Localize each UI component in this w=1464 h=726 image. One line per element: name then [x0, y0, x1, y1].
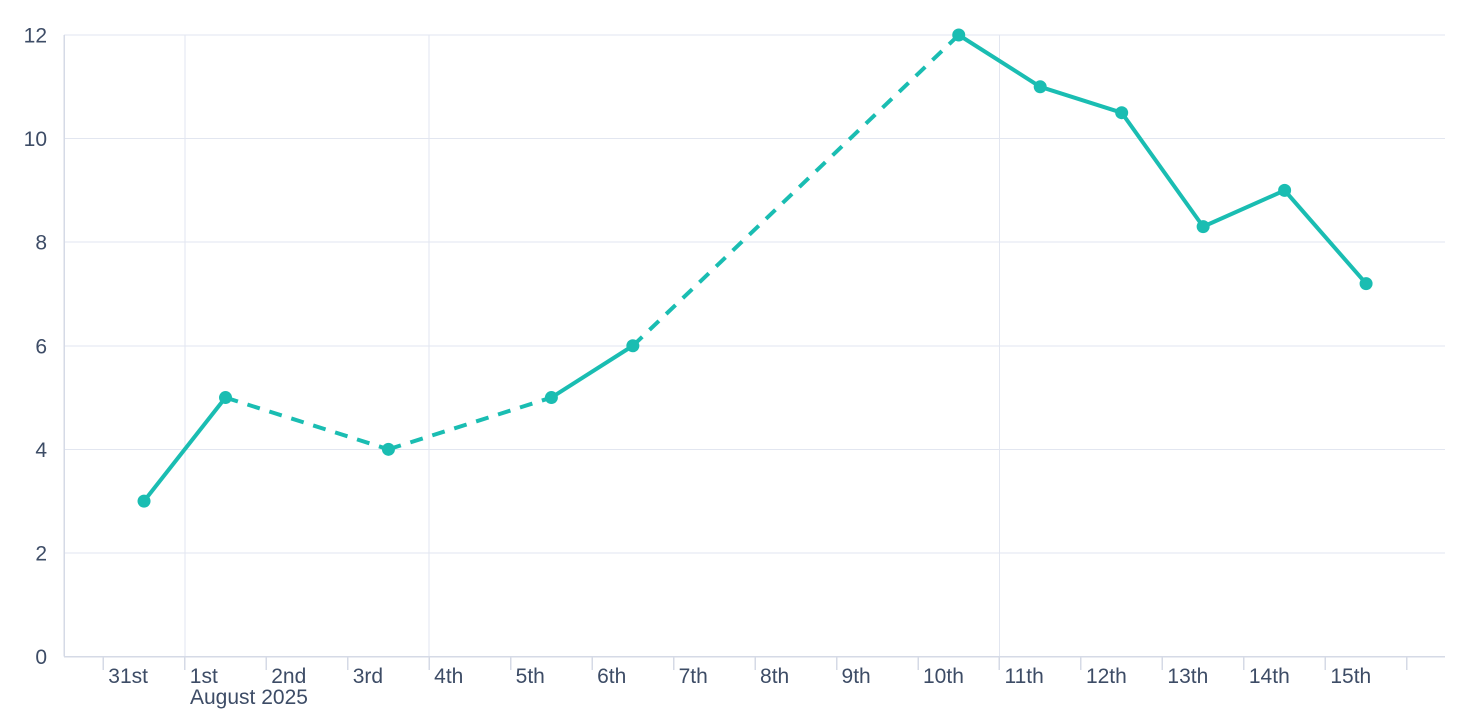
x-tick-label: 3rd [353, 665, 383, 688]
x-tick-label: 15th [1330, 665, 1371, 688]
x-tick-label: 9th [842, 665, 871, 688]
x-tick-label: 7th [679, 665, 708, 688]
x-tick-label: 11th [1004, 665, 1043, 688]
x-tick-label: 8th [760, 665, 789, 688]
series-segment [142, 396, 228, 503]
x-tick-label: 12th [1086, 665, 1127, 688]
x-tick-label: 13th [1167, 665, 1208, 688]
x-tick-label: 5th [516, 665, 545, 688]
y-tick-label: 10 [24, 128, 47, 151]
y-tick-label: 6 [35, 335, 47, 358]
data-point[interactable] [1115, 106, 1129, 120]
series-segment [631, 33, 961, 348]
series-segment [224, 395, 390, 452]
x-tick-label: 10th [923, 665, 964, 688]
x-tick-label: 4th [434, 665, 463, 688]
x-tick-label: 2nd [271, 665, 306, 688]
data-point[interactable] [1033, 80, 1047, 94]
data-point[interactable] [1278, 183, 1292, 197]
series-segment [1120, 111, 1205, 228]
x-tick-label: 31st [108, 665, 148, 688]
data-point[interactable] [626, 339, 640, 353]
month-label: August 2025 [190, 686, 308, 709]
data-point[interactable] [544, 391, 558, 405]
x-tick-label: 1st [190, 665, 218, 688]
x-tick-label: 6th [597, 665, 626, 688]
series-segment [957, 33, 1042, 89]
data-point[interactable] [1196, 220, 1210, 234]
y-tick-label: 12 [24, 25, 47, 48]
series-segment [1202, 188, 1286, 229]
series-segment [550, 344, 634, 400]
series-segment [387, 395, 552, 452]
y-tick-label: 4 [35, 439, 47, 462]
data-point[interactable] [219, 391, 233, 405]
data-point[interactable] [952, 28, 966, 42]
data-point[interactable] [381, 442, 395, 456]
y-tick-label: 2 [35, 542, 47, 565]
data-point[interactable] [137, 494, 151, 508]
y-tick-label: 8 [35, 232, 47, 255]
series-segment [1283, 189, 1368, 285]
y-tick-label: 0 [35, 646, 47, 669]
series-segment [1039, 84, 1123, 115]
x-tick-label: 14th [1249, 665, 1290, 688]
data-point[interactable] [1359, 277, 1373, 291]
